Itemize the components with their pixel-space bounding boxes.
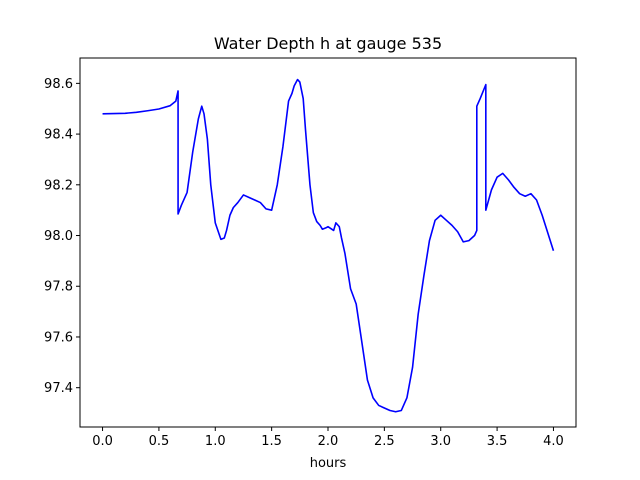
x-tick-label: 0.5 (149, 434, 170, 449)
y-tick-label: 97.8 (44, 280, 73, 295)
x-tick-label: 2.5 (374, 434, 395, 449)
y-axis: 97.4 97.6 97.8 98.0 98.2 98.4 98.6 (44, 77, 80, 396)
y-tick-label: 98.2 (44, 178, 73, 193)
y-tick-label: 97.4 (44, 381, 73, 396)
y-tick-label: 98.6 (44, 77, 73, 92)
y-tick-label: 98.4 (44, 128, 73, 143)
x-tick-label: 2.0 (318, 434, 339, 449)
x-tick-label: 3.5 (487, 434, 508, 449)
x-tick-label: 1.0 (205, 434, 226, 449)
x-tick-label: 1.5 (261, 434, 282, 449)
y-tick-label: 98.0 (44, 229, 73, 244)
x-axis: 0.0 0.5 1.0 1.5 2.0 2.5 3.0 3.5 4.0 (92, 427, 564, 449)
series-line (102, 78, 555, 413)
x-axis-label: hours (310, 456, 347, 471)
x-tick-label: 4.0 (543, 434, 564, 449)
chart-title: Water Depth h at gauge 535 (214, 34, 442, 53)
y-tick-label: 97.6 (44, 330, 73, 345)
x-tick-label: 3.0 (430, 434, 451, 449)
x-tick-label: 0.0 (92, 434, 113, 449)
